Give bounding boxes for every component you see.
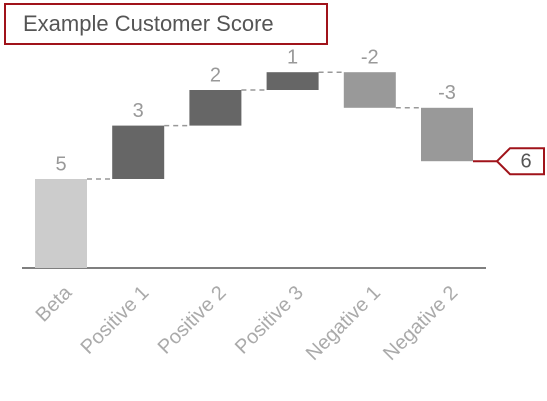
value-label: 5 bbox=[55, 153, 66, 175]
total-callout bbox=[495, 147, 545, 176]
bar bbox=[189, 90, 242, 126]
value-label: 2 bbox=[210, 64, 221, 86]
value-label: -2 bbox=[361, 46, 379, 68]
x-tick-label: Positive 2 bbox=[154, 282, 231, 359]
x-tick-label: Positive 1 bbox=[77, 282, 154, 359]
value-label: 1 bbox=[287, 46, 298, 68]
bar bbox=[35, 179, 87, 268]
x-tick-label: Positive 3 bbox=[231, 282, 308, 359]
bar bbox=[421, 107, 473, 162]
chart-title: Example Customer Score bbox=[23, 11, 274, 36]
bar bbox=[343, 72, 396, 108]
value-label: 3 bbox=[133, 100, 144, 122]
bar bbox=[112, 125, 165, 179]
x-tick-label: Beta bbox=[32, 281, 77, 326]
total-label: 6 bbox=[520, 150, 531, 172]
bar bbox=[266, 72, 319, 90]
x-tick-label: Negative 1 bbox=[302, 282, 385, 365]
x-tick-label: Negative 2 bbox=[379, 282, 462, 365]
title-box bbox=[4, 3, 328, 45]
value-label: -3 bbox=[438, 82, 456, 104]
